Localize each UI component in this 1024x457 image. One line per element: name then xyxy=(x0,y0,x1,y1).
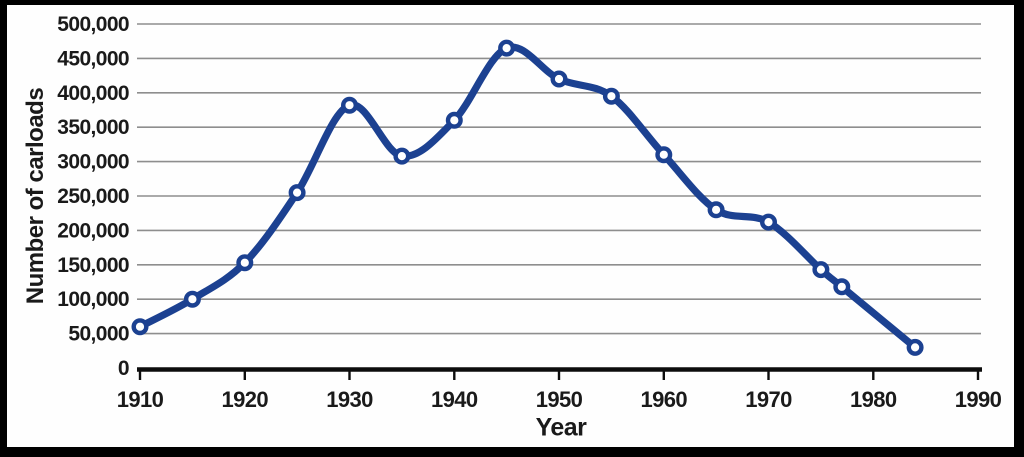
data-point-marker xyxy=(602,87,620,105)
y-tick-label: 50,000 xyxy=(68,323,129,346)
data-point-marker xyxy=(498,39,516,57)
data-point-marker xyxy=(393,147,411,165)
x-tick-label: 1940 xyxy=(431,387,478,412)
x-tick-label: 1950 xyxy=(536,387,583,412)
data-point-marker xyxy=(707,201,725,219)
data-line xyxy=(136,43,919,351)
y-tick-label: 300,000 xyxy=(57,151,129,174)
data-point-marker xyxy=(833,278,851,296)
y-tick-label: 500,000 xyxy=(57,13,129,36)
data-point-marker xyxy=(812,261,830,279)
x-axis-title: Year xyxy=(535,413,587,442)
x-tick-label: 1980 xyxy=(850,387,897,412)
data-point-marker xyxy=(131,318,149,336)
data-point-marker xyxy=(183,290,201,308)
y-tick-label: 0 xyxy=(118,357,129,380)
data-point-marker xyxy=(445,111,463,129)
x-tick-label: 1930 xyxy=(326,387,373,412)
x-tick-label: 1990 xyxy=(955,387,1002,412)
y-tick-label: 400,000 xyxy=(57,82,129,105)
y-axis-title: Number of carloads xyxy=(22,87,49,305)
y-tick-label: 350,000 xyxy=(57,116,129,139)
y-tick-label: 100,000 xyxy=(57,288,129,311)
data-point-marker xyxy=(760,213,778,231)
data-point-marker xyxy=(341,96,359,114)
data-point-marker xyxy=(236,254,254,272)
y-tick-label: 450,000 xyxy=(57,47,129,70)
data-point-marker xyxy=(906,338,924,356)
data-point-marker xyxy=(655,146,673,164)
y-tick-label: 250,000 xyxy=(57,185,129,208)
x-tick-label: 1920 xyxy=(222,387,269,412)
x-tick-label: 1960 xyxy=(641,387,688,412)
y-tick-label: 200,000 xyxy=(57,219,129,242)
data-point-marker xyxy=(288,184,306,202)
data-point-marker xyxy=(550,70,568,88)
y-tick-label: 150,000 xyxy=(57,254,129,277)
x-tick-label: 1970 xyxy=(745,387,792,412)
x-tick-label: 1910 xyxy=(117,387,164,412)
